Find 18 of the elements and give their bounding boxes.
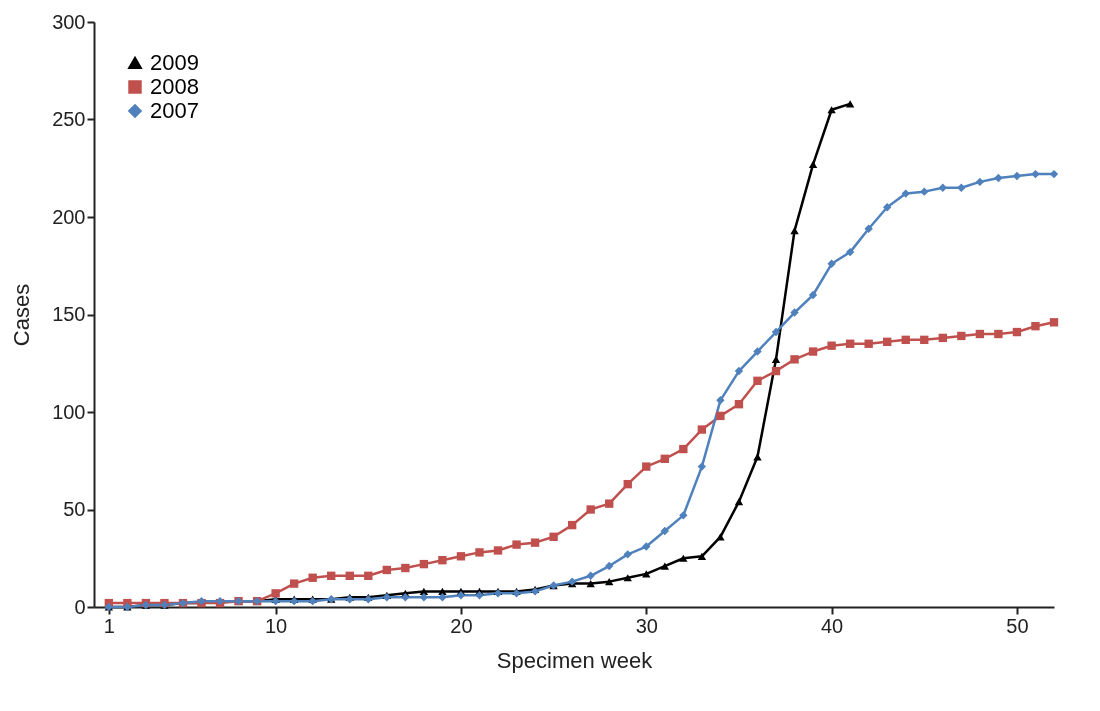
x-tick-label: 20 [450,614,473,637]
y-tick-label: 0 [74,595,86,618]
y-tick-label: 200 [52,205,86,228]
y-tick-label: 300 [52,10,86,33]
x-tick-label: 30 [635,614,658,637]
legend-label: 2008 [150,74,199,99]
legend-label: 2007 [150,98,199,123]
y-tick-label: 150 [52,303,86,325]
x-tick-label: 40 [820,614,844,637]
y-tick-label: 50 [63,498,86,520]
x-tick-label: 50 [1006,614,1029,637]
y-axis-title: Cases [9,283,35,347]
y-tick-label: 250 [52,108,86,130]
legend-label: 2009 [150,50,199,75]
y-tick-label: 100 [52,400,86,423]
x-tick-label: 10 [265,614,288,637]
x-axis-title: Specimen week [496,647,654,673]
x-tick-label: 1 [103,614,115,637]
